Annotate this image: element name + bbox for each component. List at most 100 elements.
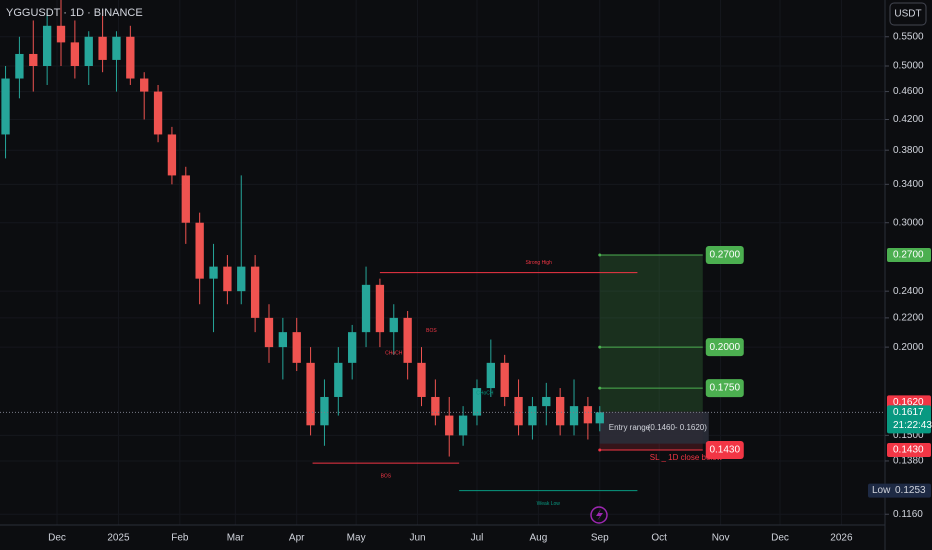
candle-body: [126, 36, 135, 79]
candle-body: [209, 266, 218, 279]
candle-body: [292, 332, 301, 363]
candle-body: [70, 42, 80, 66]
x-tick-label: 2025: [107, 533, 130, 544]
candle-body: [486, 362, 495, 389]
candle-body: [389, 317, 398, 333]
candle-body: [29, 53, 38, 66]
y-tick-label: 0.1160: [893, 509, 923, 520]
candle-body: [569, 406, 579, 426]
candle-body: [264, 317, 274, 348]
level-tag-label: 0.2000: [709, 342, 740, 353]
axis-tag: [887, 248, 931, 263]
candle-body: [375, 284, 385, 333]
candle-body: [167, 134, 177, 176]
candle-body: [417, 362, 426, 397]
candle-body: [445, 415, 454, 436]
x-tick-label: May: [347, 533, 366, 544]
candle-body: [583, 406, 593, 424]
level-dot: [598, 448, 602, 452]
currency-button[interactable]: [889, 2, 927, 26]
candle-body: [153, 91, 163, 135]
x-tick-label: Jul: [471, 533, 484, 544]
axis-tag: [887, 443, 931, 458]
candle-body: [514, 396, 523, 426]
level-tag-label: 0.1430: [709, 445, 740, 456]
entry-range: (0.1460- 0.1620): [648, 423, 707, 432]
candle-body: [112, 36, 121, 60]
x-tick-label: 2026: [830, 533, 853, 544]
x-tick-label: Nov: [712, 533, 730, 544]
candle-body: [1, 78, 10, 135]
candle-body: [500, 362, 509, 397]
candle-body: [195, 222, 204, 279]
candle-body: [320, 396, 329, 426]
last-price-tag: [887, 405, 931, 434]
candle-body: [181, 175, 190, 223]
y-tick-label: 0.5000: [893, 61, 924, 72]
candle-body: [348, 332, 357, 363]
level-tag: [705, 338, 744, 357]
x-tick-label: Apr: [289, 533, 305, 544]
countdown: 21:22:43: [893, 420, 932, 431]
structure-label: BOS: [381, 474, 392, 480]
level-dot: [598, 345, 602, 349]
level-tag: [705, 379, 744, 398]
y-tick-label: 0.2000: [893, 342, 924, 353]
candle-body: [458, 415, 468, 436]
price-axis: [885, 0, 932, 550]
low-tag-label: Low: [872, 485, 891, 496]
candle-body: [403, 317, 412, 363]
candle-body: [472, 388, 482, 416]
x-tick-label: Mar: [227, 533, 245, 544]
candle-body: [278, 332, 288, 348]
currency-label: USDT: [894, 9, 921, 20]
axis-tag-label: 0.1620: [893, 397, 924, 408]
axis-tag-label: 0.2700: [893, 250, 924, 261]
candle-body: [306, 362, 315, 426]
last-price-label: 0.1617: [893, 407, 924, 418]
level-dot: [598, 386, 602, 390]
x-tick-label: Dec: [48, 533, 66, 544]
stop-note: SL _ 1D close below: [650, 453, 723, 462]
x-tick-label: Sep: [591, 533, 609, 544]
x-tick-label: Jun: [409, 533, 425, 544]
candle-body: [334, 362, 343, 397]
y-tick-label: 0.3000: [893, 217, 924, 228]
chart-title: YGGUSDT · 1D · BINANCE: [6, 7, 143, 19]
y-tick-label: 0.5500: [893, 31, 924, 42]
event-icon[interactable]: [590, 506, 608, 524]
level-tag: [705, 441, 744, 460]
structure-marker: BOS: [426, 328, 437, 334]
y-tick-label: 0.4200: [893, 114, 924, 125]
axis-tag-label: 0.1430: [893, 445, 924, 456]
candle-body: [140, 78, 149, 92]
plot-area: Entry range(0.1460- 0.1620) SL _ 1D close…: [0, 0, 885, 525]
entry-range-box: [599, 411, 709, 444]
level-tag-label: 0.2700: [709, 250, 740, 261]
structure-label: Weak Low: [537, 501, 561, 507]
y-tick-label: 0.4600: [893, 86, 924, 97]
y-tick-label: 0.1380: [893, 456, 924, 467]
x-tick-label: Aug: [529, 533, 547, 544]
low-tag-value: 0.1253: [895, 485, 926, 496]
structure-label: Strong High: [525, 260, 552, 266]
candle-body: [98, 36, 107, 60]
low-tag: [868, 483, 931, 498]
candle-body: [42, 25, 52, 66]
candle-body: [431, 396, 440, 416]
event-icon-bolt: [596, 509, 603, 521]
candle-body: [555, 396, 565, 426]
y-tick-label: 0.1500: [893, 430, 924, 441]
level-tag-label: 0.1750: [709, 383, 740, 394]
structure-marker: CHoCH: [476, 391, 494, 397]
y-tick-label: 0.3800: [893, 145, 924, 156]
candle-body: [223, 266, 232, 292]
structure-marker: CHoCH: [385, 351, 403, 357]
x-tick-label: Oct: [651, 533, 667, 544]
entry-label: Entry range: [609, 423, 651, 432]
candle-body: [250, 266, 260, 318]
candle-body: [15, 53, 24, 79]
candle-body: [237, 266, 246, 292]
